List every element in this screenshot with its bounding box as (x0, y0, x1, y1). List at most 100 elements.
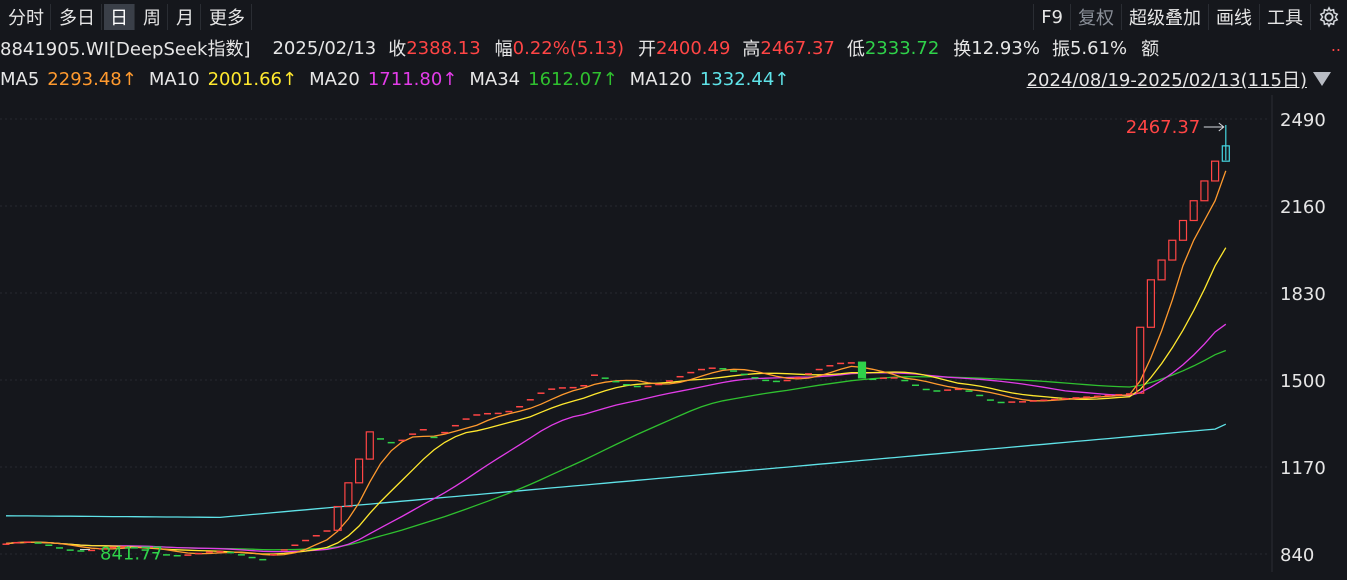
max-arrow-icon (1203, 122, 1225, 132)
candle (857, 361, 867, 379)
candle (280, 549, 288, 551)
ma120-value: 1332.44↑ (699, 68, 790, 90)
candle (184, 554, 192, 556)
tab-multi-day[interactable]: 多日 (53, 4, 102, 30)
quote-info-row: 8841905.WI[DeepSeek指数] 2025/02/13 收 2388… (0, 34, 1347, 62)
candle (719, 368, 727, 370)
close-value: 2388.13 (406, 37, 481, 59)
candle (1051, 398, 1059, 401)
candle (484, 412, 491, 415)
max-value-label: 2467.37 (1126, 117, 1200, 138)
candle (377, 438, 384, 440)
candle (623, 383, 631, 386)
candle (441, 431, 449, 434)
tab-intraday[interactable]: 分时 (2, 4, 51, 30)
candle (794, 377, 802, 379)
candle (526, 399, 534, 401)
amplitude-label: 振 (1051, 39, 1070, 60)
ma34-label: MA34 (469, 68, 521, 90)
candle (248, 556, 256, 559)
candle (1008, 401, 1016, 403)
y-tick-label: 840 (1280, 545, 1314, 566)
candle (708, 367, 716, 369)
candle (1083, 396, 1091, 398)
ma120-line (5, 423, 1227, 519)
y-tick-label: 2490 (1280, 110, 1326, 131)
candle (912, 384, 919, 387)
candle (216, 550, 224, 553)
candle (676, 375, 684, 378)
candle (548, 388, 556, 390)
candle (56, 547, 63, 549)
draw-line-button[interactable]: 画线 (1208, 4, 1259, 30)
candle (580, 384, 588, 387)
tools-button[interactable]: 工具 (1259, 4, 1310, 30)
quote-date: 2025/02/13 (272, 37, 377, 59)
candle (173, 554, 181, 557)
candle (451, 424, 459, 427)
candle (805, 373, 812, 375)
right-tools: F9 复权 超级叠加 画线 工具 (1033, 0, 1347, 34)
candle (494, 412, 502, 415)
more-dots[interactable]: .. (1330, 36, 1341, 55)
settings-button[interactable] (1310, 4, 1347, 30)
candlestick-chart[interactable]: 2490 2160 1830 1500 1170 840 2467.37 841.77 (0, 95, 1347, 572)
candle (965, 390, 973, 392)
candle (13, 541, 21, 544)
candle (879, 377, 887, 379)
candle (537, 392, 545, 394)
y-tick-label: 1500 (1280, 371, 1326, 392)
amplitude-value: 5.61% (1069, 37, 1128, 59)
candle (34, 542, 42, 544)
tab-more[interactable]: 更多 (203, 4, 252, 30)
ma10-label: MA10 (148, 68, 200, 90)
candle (1168, 239, 1177, 261)
candle (1157, 259, 1166, 281)
candle (1136, 326, 1145, 394)
candle (901, 379, 909, 382)
candle (419, 429, 427, 431)
candle (1061, 397, 1069, 400)
candle (1029, 400, 1037, 402)
candle (954, 388, 962, 391)
candle (398, 439, 406, 442)
candle (687, 371, 695, 374)
f9-button[interactable]: F9 (1033, 4, 1070, 30)
candle (751, 377, 759, 379)
candle (312, 535, 320, 537)
candle (665, 380, 673, 382)
adjust-button[interactable]: 复权 (1070, 4, 1121, 30)
candle (569, 386, 577, 389)
candle (986, 399, 994, 401)
candle (259, 558, 267, 561)
candle (698, 368, 705, 371)
candle (644, 385, 652, 388)
candle (869, 378, 877, 381)
tab-monthly[interactable]: 月 (170, 4, 201, 30)
candle (976, 394, 984, 397)
candle (762, 379, 770, 382)
candle (1104, 394, 1112, 397)
candle (740, 373, 748, 376)
candle (890, 377, 898, 379)
tab-weekly[interactable]: 周 (137, 4, 168, 30)
index-code-name: 8841905.WI[DeepSeek指数] (0, 39, 251, 60)
dropdown-triangle-icon (1313, 72, 1331, 86)
candle (633, 385, 641, 388)
candle (655, 383, 663, 386)
candle (109, 546, 117, 549)
ma10-line (5, 247, 1227, 555)
tab-daily[interactable]: 日 (104, 4, 135, 30)
candle (516, 405, 524, 408)
candle (2, 543, 10, 545)
date-range-selector[interactable]: 2024/08/19-2025/02/13(115日) (1027, 66, 1331, 92)
ma5-line (5, 170, 1227, 556)
ma34-value: 1612.07↑ (528, 68, 618, 90)
candle (77, 550, 85, 552)
candle (88, 549, 96, 552)
candle (473, 414, 481, 416)
candle (783, 379, 791, 382)
candle (163, 554, 170, 556)
ma5-value: 2293.48↑ (47, 68, 137, 90)
super-overlay-button[interactable]: 超级叠加 (1121, 4, 1208, 30)
